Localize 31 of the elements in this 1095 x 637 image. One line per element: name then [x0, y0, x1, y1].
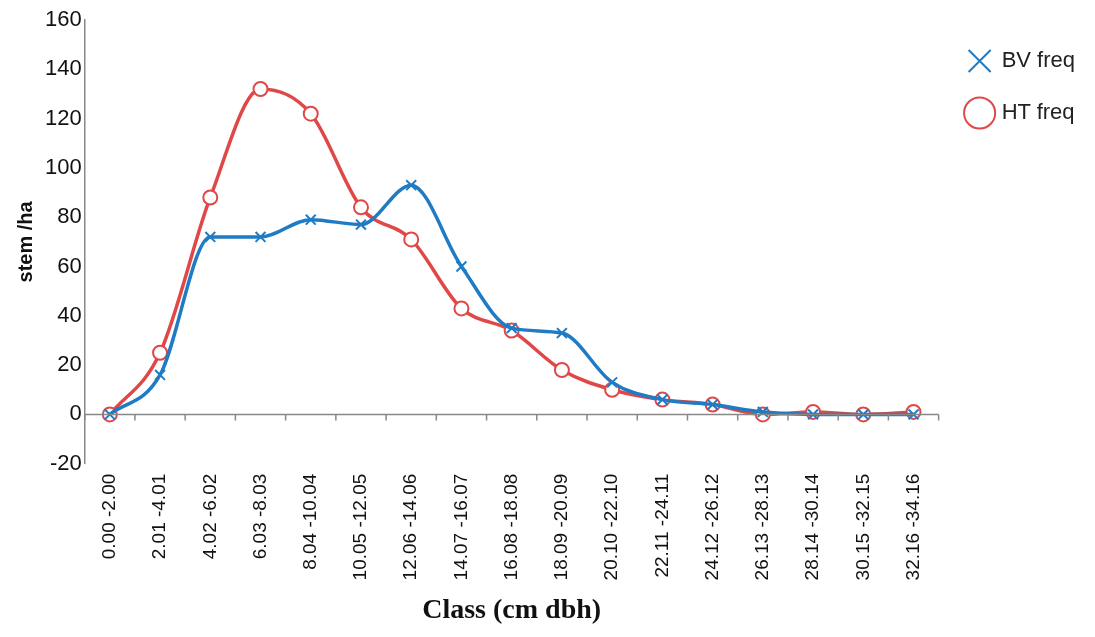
y-tick-label: 160	[44, 6, 82, 32]
x-tick-label: 6.03 -8.03	[248, 473, 270, 560]
y-tick-label: 20	[57, 351, 82, 377]
x-tick-label: 22.11 -24.11	[650, 473, 672, 578]
x-axis-title: Class (cm dbh)	[422, 593, 602, 625]
x-tick-label: 8.04 -10.04	[298, 473, 320, 570]
x-tick-label: 14.07 -16.07	[449, 473, 471, 581]
x-tick-label: 4.02 -6.02	[198, 473, 220, 560]
x-tick-label: 24.12 -26.12	[700, 473, 722, 581]
x-tick-label: 26.13 -28.13	[751, 473, 773, 581]
y-tick-label: 120	[44, 104, 82, 130]
y-tick-label: 40	[57, 301, 82, 327]
y-tick-label: 0	[69, 400, 82, 426]
x-tick-label: 18.09 -20.09	[550, 473, 572, 581]
x-tick-label: 0.00 -2.00	[98, 473, 120, 560]
x-tick-label: 20.10 -22.10	[600, 473, 622, 581]
x-tick-label: 28.14 -30.14	[801, 473, 823, 581]
x-tick-label: 12.06 -14.06	[399, 473, 421, 581]
x-tick-label: 10.05 -12.05	[349, 473, 371, 581]
y-tick-label: 100	[44, 153, 82, 179]
legend-label: BV freq	[1001, 47, 1076, 73]
y-tick-label: 80	[57, 203, 82, 229]
legend-label: HT freq	[1001, 99, 1075, 125]
y-axis-title: stem /ha	[13, 200, 36, 283]
x-tick-label: 16.08 -18.08	[499, 473, 521, 581]
x-tick-label: 2.01 -4.01	[148, 473, 170, 560]
y-tick-label: 60	[57, 252, 82, 278]
y-tick-label: 140	[44, 55, 82, 81]
y-tick-label: -20	[49, 449, 82, 475]
x-tick-label: 30.15 -32.15	[851, 473, 873, 581]
x-tick-label: 32.16 -34.16	[901, 473, 923, 581]
